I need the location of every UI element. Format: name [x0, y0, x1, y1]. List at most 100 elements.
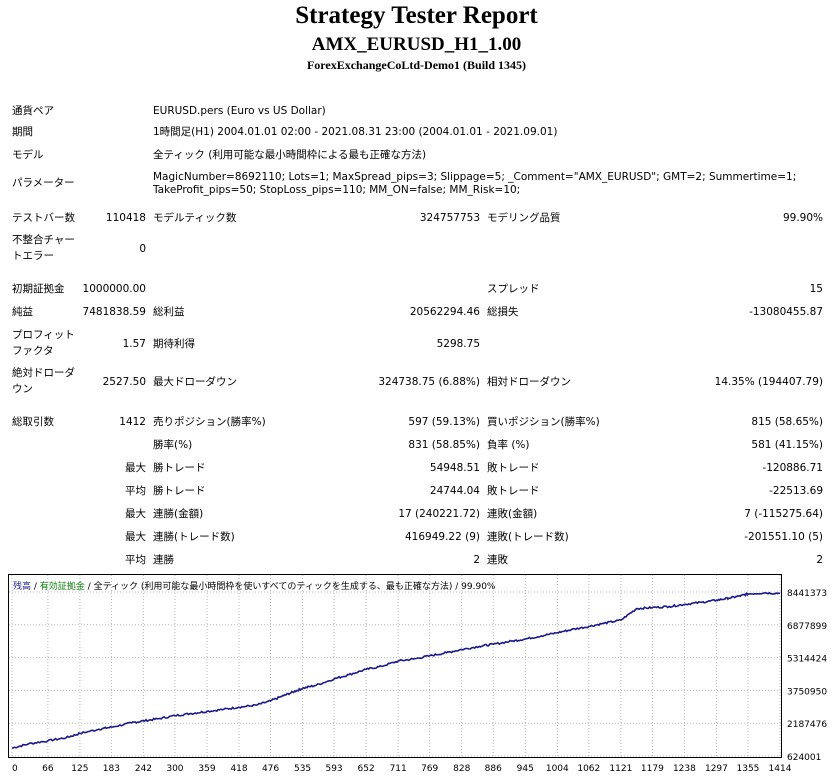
short-positions-value: 597 (59.13%)	[408, 416, 480, 428]
expected-payoff-value: 5298.75	[436, 338, 480, 350]
avg-consec-win-value: 2	[473, 554, 480, 566]
chart-lines	[11, 591, 781, 749]
abs-drawdown-label-line-2: ウン	[12, 383, 33, 395]
rel-drawdown-label: 相対ドローダウン	[487, 376, 571, 388]
y-tick-label: 3750950	[787, 687, 827, 697]
total-trades-value: 1412	[119, 416, 146, 428]
chart-plot-frame	[8, 574, 782, 758]
spread-label: スプレッド	[487, 283, 540, 295]
model-label: モデル	[12, 149, 44, 161]
x-tick-label: 711	[390, 764, 407, 774]
mismatch-label-line-1: 不整合チャー	[12, 234, 75, 246]
x-tick-label: 535	[294, 764, 311, 774]
max-consec-win-money-value: 17 (240221.72)	[398, 508, 480, 520]
abs-drawdown-label-line-1: 絶対ドローダ	[12, 367, 75, 379]
gross-loss-value: -13080455.87	[749, 306, 823, 318]
balance-line	[11, 591, 781, 749]
ticks-label: モデルティック数	[153, 212, 237, 224]
period-label: 期間	[12, 126, 33, 138]
max-consec-loss-money-label: 連敗(金額)	[487, 508, 538, 520]
average-loss-value: -22513.69	[769, 485, 823, 497]
x-tick-label: 183	[103, 764, 120, 774]
avg-consec-loss-label: 連敗	[487, 554, 508, 566]
largest-loss-value: -120886.71	[762, 462, 823, 474]
net-profit-label: 純益	[12, 306, 33, 318]
win-rate-label: 勝率(%)	[153, 439, 193, 451]
x-tick-label: 886	[485, 764, 502, 774]
legend-equity: 有効証拠金	[39, 582, 85, 592]
average-loss-label: 敗トレード	[487, 485, 540, 497]
average-prefix: 平均	[125, 485, 146, 497]
max-drawdown-value: 324738.75 (6.88%)	[378, 376, 480, 388]
balance-chart-svg: 624001 2187476 3750950 5314424 6877899 844137…	[8, 574, 827, 774]
x-tick-label: 300	[166, 764, 183, 774]
x-tick-label: 1238	[673, 764, 696, 774]
x-tick-label: 1355	[737, 764, 760, 774]
loss-rate-value: 581 (41.15%)	[751, 439, 823, 451]
chart-x-ticks: 0 66 125 183 242 300 359 418 476 535 593 652 711 769 8…	[12, 764, 792, 774]
rel-drawdown-value: 14.35% (194407.79)	[714, 376, 823, 388]
largest-prefix: 最大	[125, 462, 146, 474]
ticks-value: 324757753	[419, 212, 480, 224]
average-win-label: 勝トレード	[153, 485, 206, 497]
profit-factor-value: 1.57	[122, 338, 146, 350]
deposit-value: 1000000.00	[82, 283, 146, 295]
max-consec-trades-prefix: 最大	[125, 531, 146, 543]
max-drawdown-label: 最大ドローダウン	[153, 376, 237, 388]
chart-y-ticks: 624001 2187476 3750950 5314424 6877899 844137…	[787, 589, 827, 763]
max-consec-loss-trades-label: 連敗(トレード数)	[487, 531, 569, 543]
parameters-line-2: TakeProfit_pips=50; StopLoss_pips=110; M…	[153, 184, 521, 196]
abs-drawdown-value: 2527.50	[102, 376, 146, 388]
x-tick-label: 652	[358, 764, 375, 774]
long-positions-label: 買いポジション(勝率%)	[487, 416, 600, 428]
max-consec-win-money-label: 連勝(金額)	[153, 508, 204, 520]
x-tick-label: 1062	[577, 764, 600, 774]
report-title: Strategy Tester Report	[295, 2, 538, 29]
x-tick-label: 1004	[546, 764, 569, 774]
x-tick-label: 593	[325, 764, 342, 774]
short-positions-label: 売りポジション(勝率%)	[153, 416, 266, 428]
chart-grid	[9, 575, 781, 757]
largest-loss-label: 敗トレード	[487, 462, 540, 474]
x-tick-label: 242	[135, 764, 152, 774]
profit-factor-label-line-2: ファクタ	[12, 345, 54, 357]
total-trades-label: 総取引数	[12, 416, 54, 428]
x-tick-label: 66	[42, 764, 54, 774]
legend-quality: 99.90%	[461, 582, 496, 592]
x-tick-label: 1121	[609, 764, 632, 774]
x-tick-label: 1414	[769, 764, 792, 774]
largest-win-value: 54948.51	[429, 462, 480, 474]
quality-label: モデリング品質	[487, 212, 561, 224]
max-consec-loss-money-value: 7 (-115275.64)	[744, 508, 823, 520]
win-rate-value: 831 (58.85%)	[408, 439, 480, 451]
legend-model: 全ティック (利用可能な最小時間枠を使いすべてのティックを生成する、最も正確な方…	[93, 582, 453, 592]
bars-label: テストバー数	[12, 212, 75, 224]
x-tick-label: 1297	[705, 764, 728, 774]
largest-win-label: 勝トレード	[153, 462, 206, 474]
broker-build: ForexExchangeCoLtd-Demo1 (Build 1345)	[306, 58, 527, 72]
avg-consec-loss-value: 2	[816, 554, 823, 566]
mismatch-value: 0	[139, 243, 146, 255]
bars-value: 110418	[105, 212, 146, 224]
legend-separator-1: /	[31, 582, 40, 592]
x-tick-label: 828	[453, 764, 470, 774]
gross-profit-value: 20562294.46	[409, 306, 480, 318]
model-value: 全ティック (利用可能な最小時間枠による最も正確な方法)	[153, 149, 427, 161]
x-tick-label: 418	[230, 764, 247, 774]
y-tick-label: 5314424	[787, 655, 827, 665]
expected-payoff-label: 期待利得	[153, 338, 195, 350]
gross-loss-label: 総損失	[487, 306, 519, 318]
max-consec-win-trades-value: 416949.22 (9)	[405, 531, 480, 543]
long-positions-value: 815 (58.65%)	[751, 416, 823, 428]
deposit-label: 初期証拠金	[12, 283, 65, 295]
profit-factor-label-line-1: プロフィット	[12, 329, 75, 341]
gross-profit-label: 総利益	[153, 306, 185, 318]
symbol-value: EURUSD.pers (Euro vs US Dollar)	[153, 105, 326, 117]
y-tick-label: 8441373	[787, 589, 827, 599]
average-win-value: 24744.04	[429, 485, 480, 497]
x-tick-label: 945	[517, 764, 534, 774]
chart-legend: 残高 / 有効証拠金 / 全ティック (利用可能な最小時間枠を使いすべてのティッ…	[13, 579, 495, 592]
legend-separator-2: /	[84, 582, 94, 592]
legend-balance: 残高	[13, 582, 32, 592]
x-tick-label: 359	[198, 764, 215, 774]
